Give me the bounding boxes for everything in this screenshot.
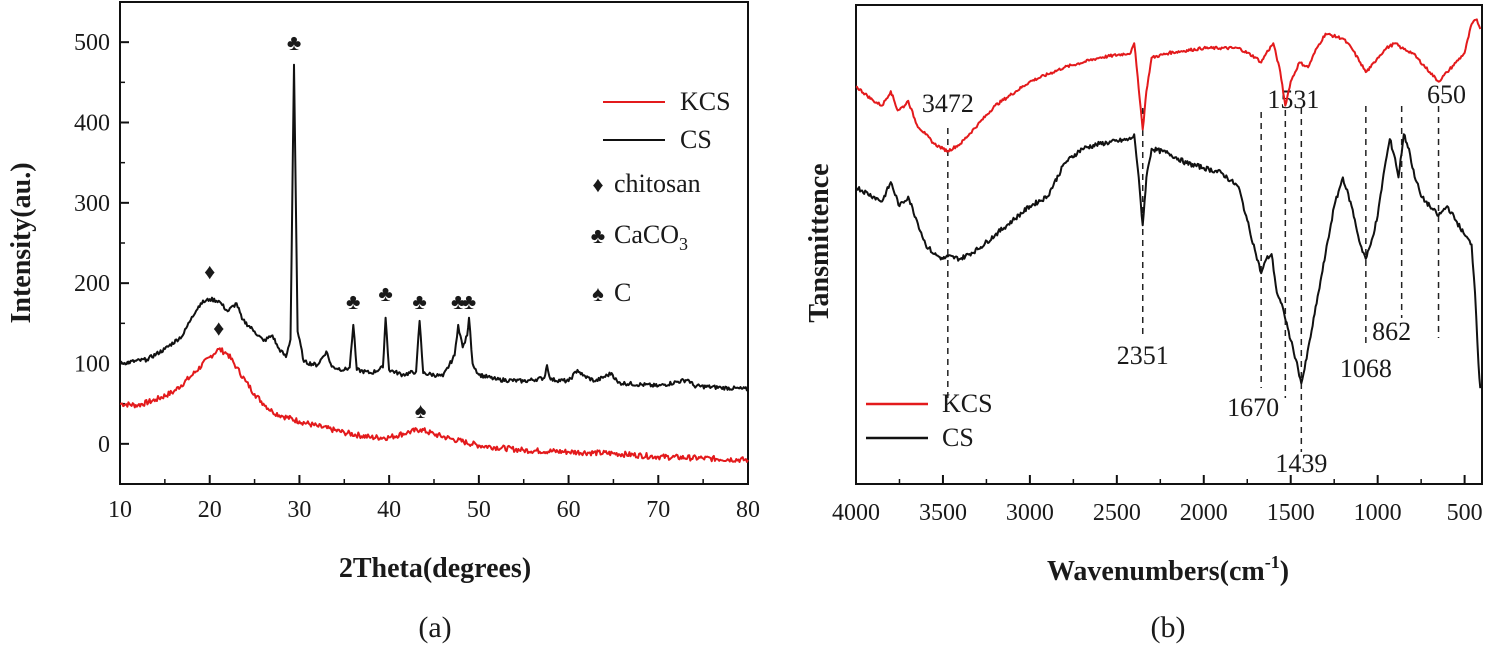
legend-label-a: CaCO3 xyxy=(614,220,688,254)
caption-b: (b) xyxy=(1151,611,1186,644)
peak-marker-a: ♠ xyxy=(415,398,427,423)
x-tick-label-b: 2000 xyxy=(1180,500,1228,526)
y-tick-label-a: 500 xyxy=(74,30,110,56)
peak-marker-a: ♣ xyxy=(287,30,301,55)
x-tick-label-b: 4000 xyxy=(832,500,880,526)
x-tick-label-a: 50 xyxy=(467,497,491,523)
legend-label-a: C xyxy=(614,278,631,307)
x-axis-title-b-sup: -1 xyxy=(1265,552,1280,572)
x-tick-label-b: 1500 xyxy=(1267,500,1315,526)
legend-label-b: CS xyxy=(942,423,974,452)
x-axis-title-b-main: Wavenumbers(cm xyxy=(1047,556,1265,587)
caption-a: (a) xyxy=(418,611,451,644)
peak-label-b: 1068 xyxy=(1340,354,1392,383)
x-tick-label-b: 500 xyxy=(1447,500,1483,526)
x-axis-title-a: 2Theta(degrees) xyxy=(339,553,531,584)
legend-label-b: KCS xyxy=(942,389,993,418)
legend-a: KCS CS ♦ chitosan ♣ CaCO3 ♠ C xyxy=(591,87,731,307)
series-cs-b xyxy=(855,133,1482,389)
x-tick-label-a: 80 xyxy=(736,497,760,523)
x-tick-label-a: 60 xyxy=(557,497,581,523)
peak-label-b: 2351 xyxy=(1117,341,1169,370)
peak-label-b: 1439 xyxy=(1275,449,1327,478)
legend-symbol-a: ♠ xyxy=(592,281,604,306)
x-tick-label-b: 3000 xyxy=(1006,500,1054,526)
y-tick-label-a: 400 xyxy=(74,111,110,137)
plot-frame-b xyxy=(855,4,1483,485)
peak-label-b: 650 xyxy=(1427,80,1466,109)
peak-lines-b: 3472 2351 1670 1531 1439 1068 862 650 xyxy=(922,80,1466,478)
axes-a: 10 20 30 40 50 60 70 80 0 100 200 300 400 500 xyxy=(74,1,760,523)
peak-label-b: 1531 xyxy=(1267,85,1319,114)
series-layer-a xyxy=(119,63,749,463)
peak-marker-a: ♦ xyxy=(204,259,215,284)
legend-label-a: chitosan xyxy=(614,169,701,198)
peak-marker-a: ♣ xyxy=(412,289,426,314)
series-kcs-a xyxy=(119,347,749,463)
series-layer-b xyxy=(855,18,1482,389)
peak-markers-a: ♦♦♣♣ ♣ ♣ ♣♣♠ xyxy=(204,30,476,423)
peak-marker-a: ♣ xyxy=(346,289,360,314)
x-tick-label-a: 10 xyxy=(108,497,132,523)
y-tick-label-a: 200 xyxy=(74,271,110,297)
y-tick-label-a: 0 xyxy=(98,432,110,458)
peak-marker-a: ♣ xyxy=(462,289,476,314)
y-tick-label-a: 100 xyxy=(74,352,110,378)
x-tick-label-a: 40 xyxy=(377,497,401,523)
peak-label-b: 862 xyxy=(1372,317,1411,346)
peak-marker-a: ♣ xyxy=(378,281,392,306)
x-tick-label-b: 3500 xyxy=(919,500,967,526)
x-tick-label-b: 2500 xyxy=(1093,500,1141,526)
legend-label-a: KCS xyxy=(680,87,731,116)
x-tick-label-a: 20 xyxy=(198,497,222,523)
axes-b: 4000 3500 3000 2500 2000 1500 1000 500 xyxy=(832,475,1483,526)
x-axis-title-b-close: ) xyxy=(1280,556,1289,587)
peak-marker-a: ♦ xyxy=(213,315,224,340)
series-kcs-b xyxy=(855,18,1482,153)
y-tick-label-a: 300 xyxy=(74,191,110,217)
legend-b: KCS CS xyxy=(866,389,993,452)
peak-marker-a: ♣ xyxy=(451,289,465,314)
y-axis-title-a: Intensity(au.) xyxy=(6,162,37,323)
x-tick-label-a: 30 xyxy=(287,497,311,523)
legend-symbol-a: ♣ xyxy=(591,223,605,248)
x-axis-title-b: Wavenumbers(cm-1) xyxy=(1047,552,1289,587)
series-cs-a xyxy=(119,63,749,392)
x-tick-label-a: 70 xyxy=(646,497,670,523)
chart-b: 4000 3500 3000 2500 2000 1500 1000 500 3472 2351… xyxy=(804,4,1483,644)
legend-label-a: CS xyxy=(680,125,712,154)
peak-label-b: 3472 xyxy=(922,89,974,118)
legend-symbol-a: ♦ xyxy=(592,172,603,197)
peak-label-b: 1670 xyxy=(1227,393,1279,422)
y-axis-title-b: Tansmittence xyxy=(804,163,835,322)
x-tick-label-b: 1000 xyxy=(1354,500,1402,526)
